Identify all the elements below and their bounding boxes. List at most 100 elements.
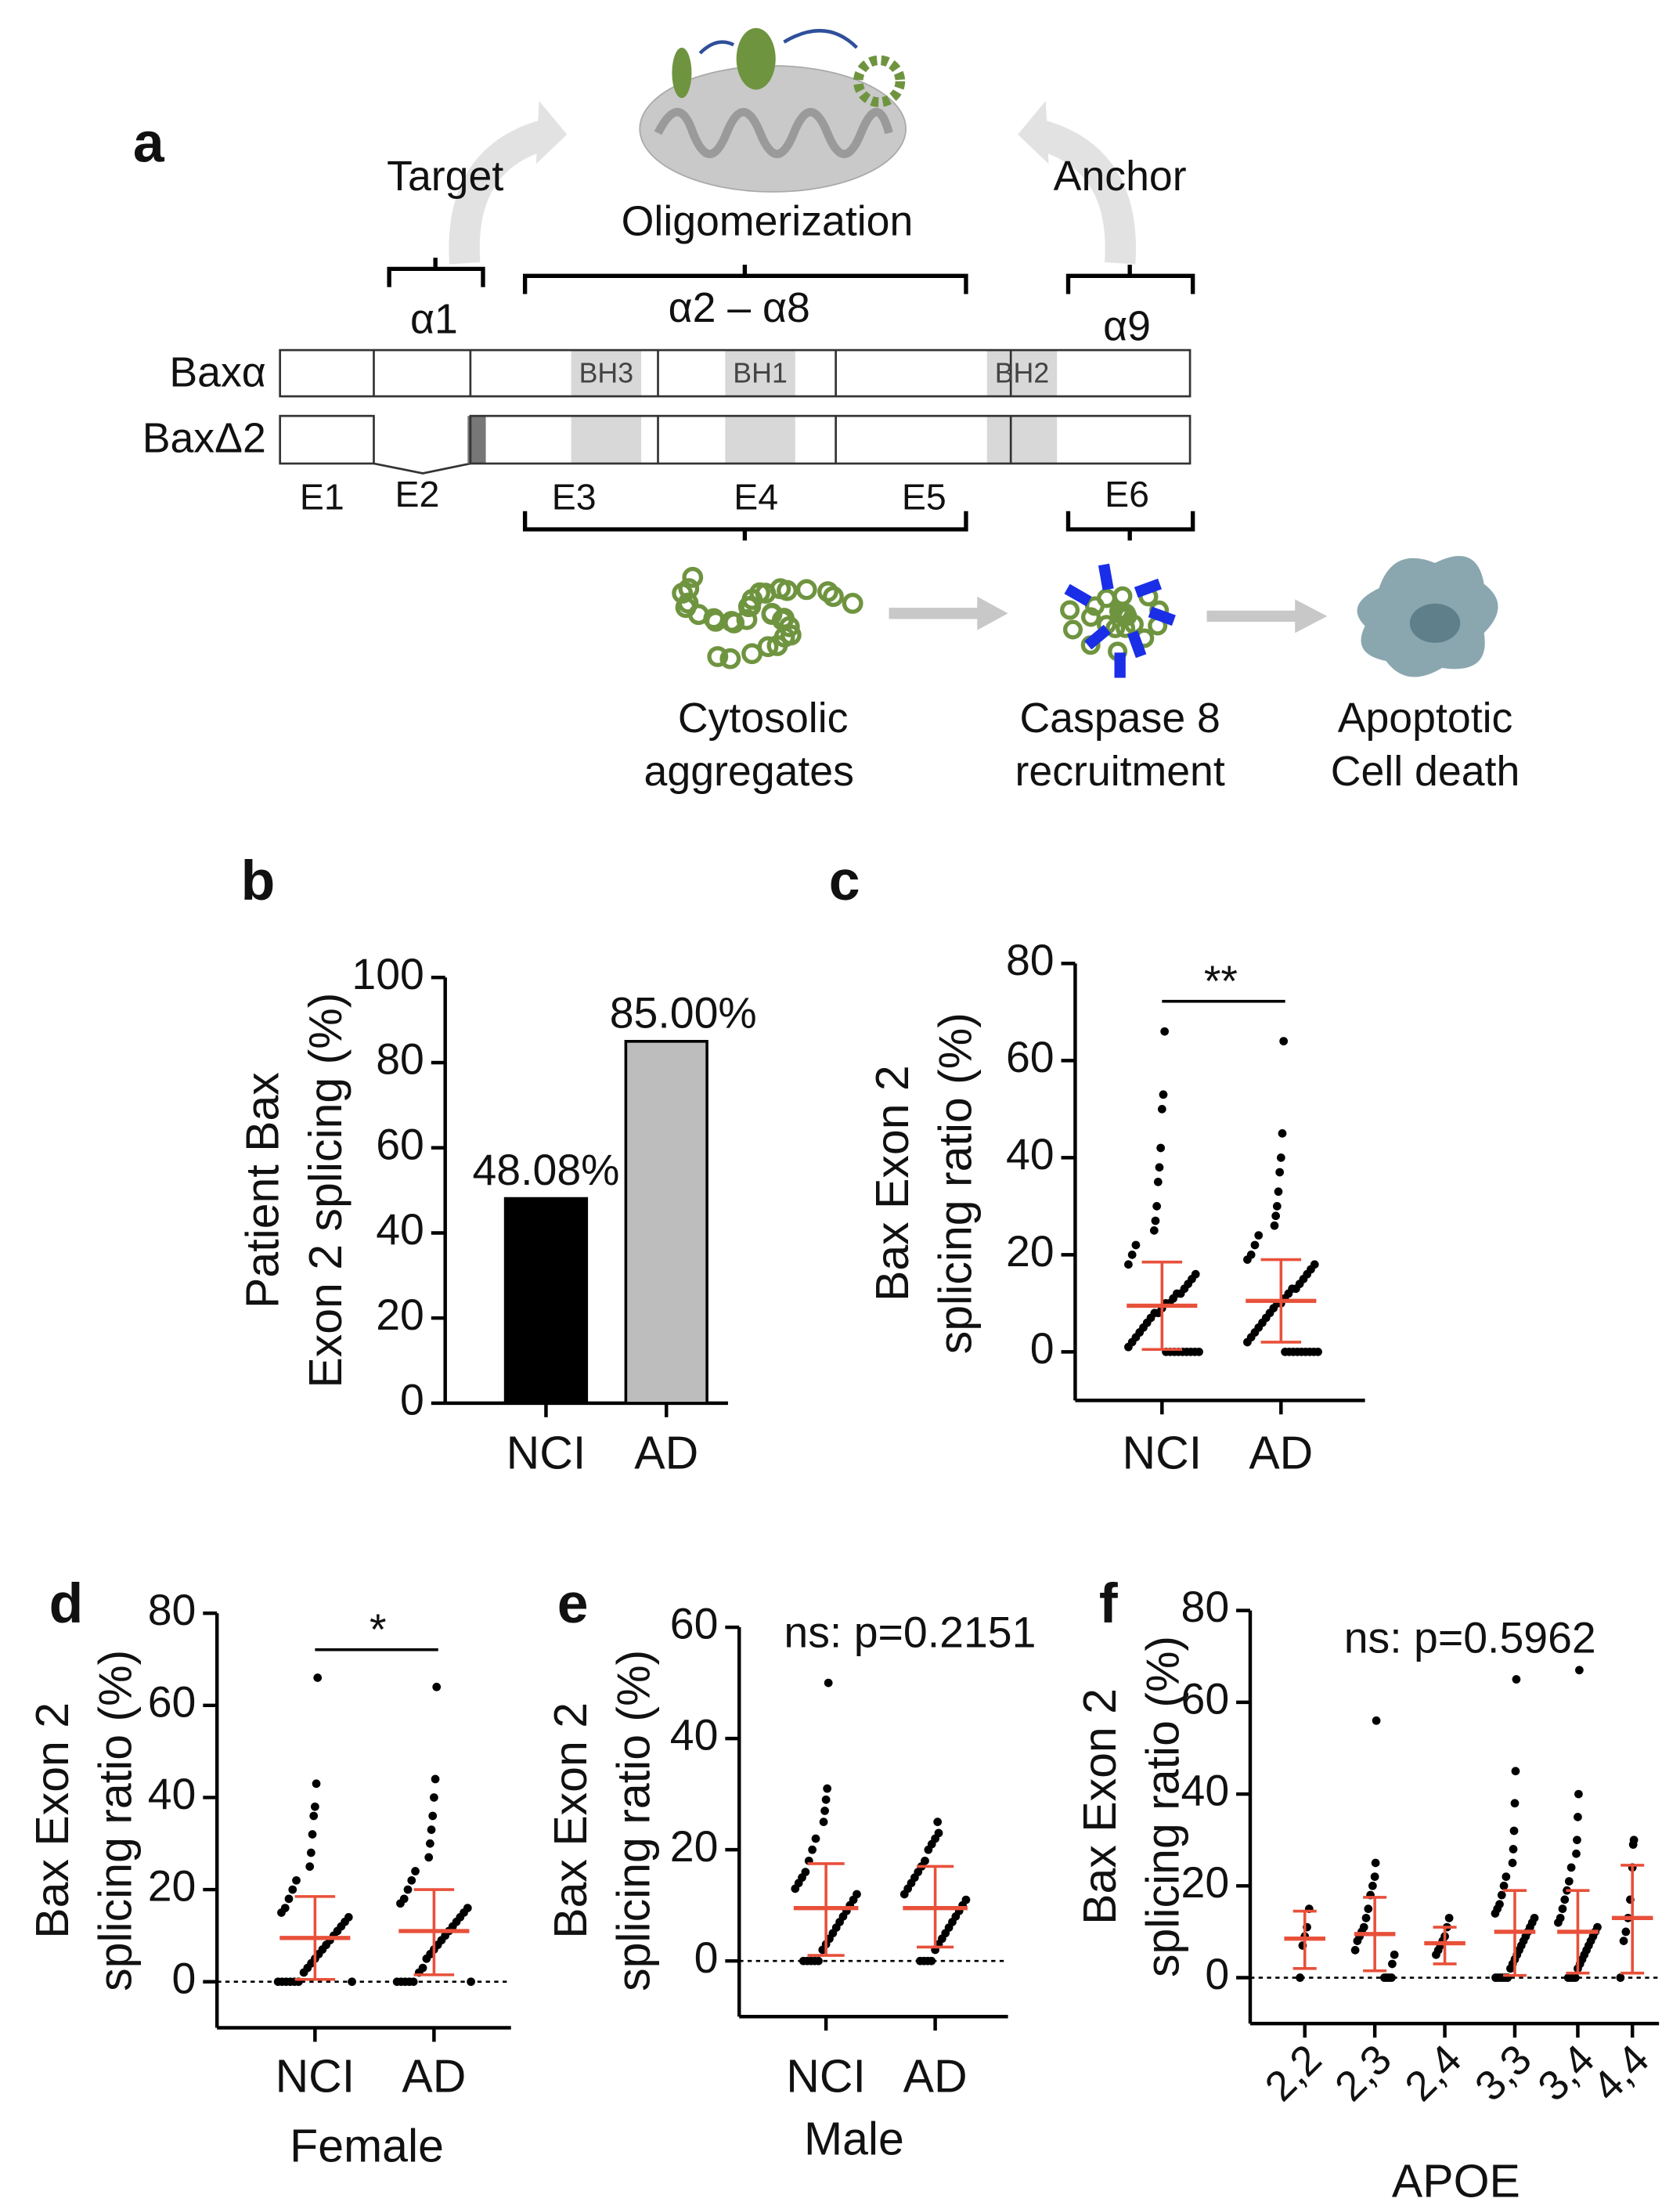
- caspase: [1114, 652, 1126, 678]
- label: Apoptotic: [1338, 695, 1513, 742]
- y-tick-label: 80: [376, 1035, 424, 1084]
- splice: [373, 462, 471, 475]
- caspase: [1064, 583, 1092, 607]
- point: [1390, 1950, 1399, 1959]
- point: [307, 1848, 315, 1857]
- point: [1153, 1178, 1163, 1186]
- point: [1270, 1221, 1279, 1230]
- y-tick-label: 0: [172, 1954, 196, 2002]
- label: Oligomerization: [622, 197, 914, 244]
- arrow: [783, 28, 859, 49]
- x-tick-label: NCI: [507, 1427, 586, 1478]
- arrowhead: [535, 100, 568, 164]
- y-tick-label: 60: [148, 1677, 196, 1726]
- y-tick-label: 80: [1181, 1583, 1230, 1631]
- y-axis-label: splicing ratio (%): [607, 1650, 659, 1991]
- bracket: [387, 258, 485, 287]
- point: [1621, 1927, 1631, 1937]
- point: [1575, 1666, 1584, 1675]
- point: [1497, 1890, 1506, 1900]
- point: [1156, 1143, 1166, 1153]
- x-tick-label: 2,3: [1326, 2036, 1401, 2110]
- point: [1619, 1937, 1628, 1946]
- aggregate-ring: [707, 646, 729, 667]
- y-tick-label: 80: [1006, 936, 1055, 984]
- point: [1250, 1240, 1260, 1250]
- point: [1157, 1105, 1166, 1114]
- point: [1574, 1789, 1583, 1799]
- point: [299, 1968, 308, 1977]
- point: [821, 1795, 831, 1804]
- point: [819, 1818, 828, 1826]
- point: [1155, 1163, 1164, 1172]
- domain: [571, 416, 642, 464]
- protein-bar: [469, 414, 1192, 465]
- point: [313, 1673, 323, 1682]
- x-axis-label: Female: [290, 2121, 444, 2172]
- point: [431, 1774, 440, 1784]
- point: [933, 1818, 943, 1826]
- point: [1281, 1347, 1289, 1356]
- point: [1275, 1168, 1285, 1177]
- point: [791, 1884, 800, 1893]
- y-tick-label: 20: [670, 1822, 719, 1871]
- point: [1296, 1973, 1304, 1982]
- value-label: 48.08%: [472, 1146, 619, 1194]
- y-tick-label: 60: [670, 1600, 719, 1648]
- cristae: [654, 107, 893, 158]
- point: [1511, 1767, 1520, 1776]
- label: Cytosolic: [678, 695, 849, 742]
- x-axis-label: APOE: [1392, 2155, 1520, 2202]
- point: [808, 1845, 817, 1854]
- aggregate-ring: [777, 579, 798, 601]
- point: [1510, 1799, 1520, 1808]
- point: [1563, 1973, 1573, 1982]
- exon-label: E1: [300, 477, 344, 518]
- point: [1279, 1037, 1289, 1045]
- exon-label: E4: [734, 477, 778, 518]
- point: [1127, 1250, 1137, 1259]
- x-tick-label: AD: [402, 2050, 466, 2102]
- protein: [672, 47, 692, 99]
- point: [1272, 1201, 1282, 1211]
- point: [799, 1956, 808, 1966]
- y-axis-label: splicing ratio (%): [930, 1013, 982, 1354]
- y-axis-label: splicing ratio (%): [90, 1650, 142, 1991]
- y-tick-label: 40: [1181, 1767, 1230, 1815]
- point: [308, 1830, 317, 1839]
- point: [1564, 1877, 1574, 1886]
- point: [432, 1682, 442, 1691]
- point: [1159, 1090, 1168, 1099]
- point: [1432, 1950, 1440, 1959]
- exon-label: E5: [902, 477, 946, 518]
- domain: [986, 416, 1058, 464]
- caspase: [1148, 606, 1176, 626]
- label: α9: [1103, 302, 1151, 349]
- aggregate-ring: [755, 583, 777, 604]
- y-tick-label: 0: [1205, 1950, 1229, 1998]
- x-tick-label: AD: [1249, 1427, 1313, 1478]
- point: [396, 1899, 405, 1908]
- point: [1560, 1895, 1570, 1904]
- point: [292, 1875, 301, 1885]
- point: [311, 1802, 319, 1811]
- y-tick-label: 60: [1006, 1033, 1055, 1081]
- dividers: [657, 416, 1012, 464]
- point: [1151, 1216, 1160, 1226]
- aggregate-ring: [1112, 586, 1133, 606]
- point: [824, 1678, 833, 1688]
- y-axis-label: Bax Exon 2: [1074, 1688, 1126, 1925]
- y-axis-label: Exon 2 splicing (%): [300, 993, 352, 1388]
- label: Caspase 8: [1019, 695, 1220, 742]
- point: [309, 1811, 319, 1821]
- point: [1512, 1675, 1521, 1684]
- point: [426, 1839, 434, 1848]
- exon-label: E6: [1105, 474, 1149, 514]
- row-label: Baxα: [169, 348, 265, 395]
- point: [1499, 1881, 1509, 1890]
- caspase: [1098, 563, 1114, 590]
- y-tick-label: 0: [400, 1376, 424, 1424]
- point: [288, 1885, 297, 1894]
- y-axis-label: Patient Bax: [236, 1072, 288, 1309]
- point: [411, 1867, 420, 1875]
